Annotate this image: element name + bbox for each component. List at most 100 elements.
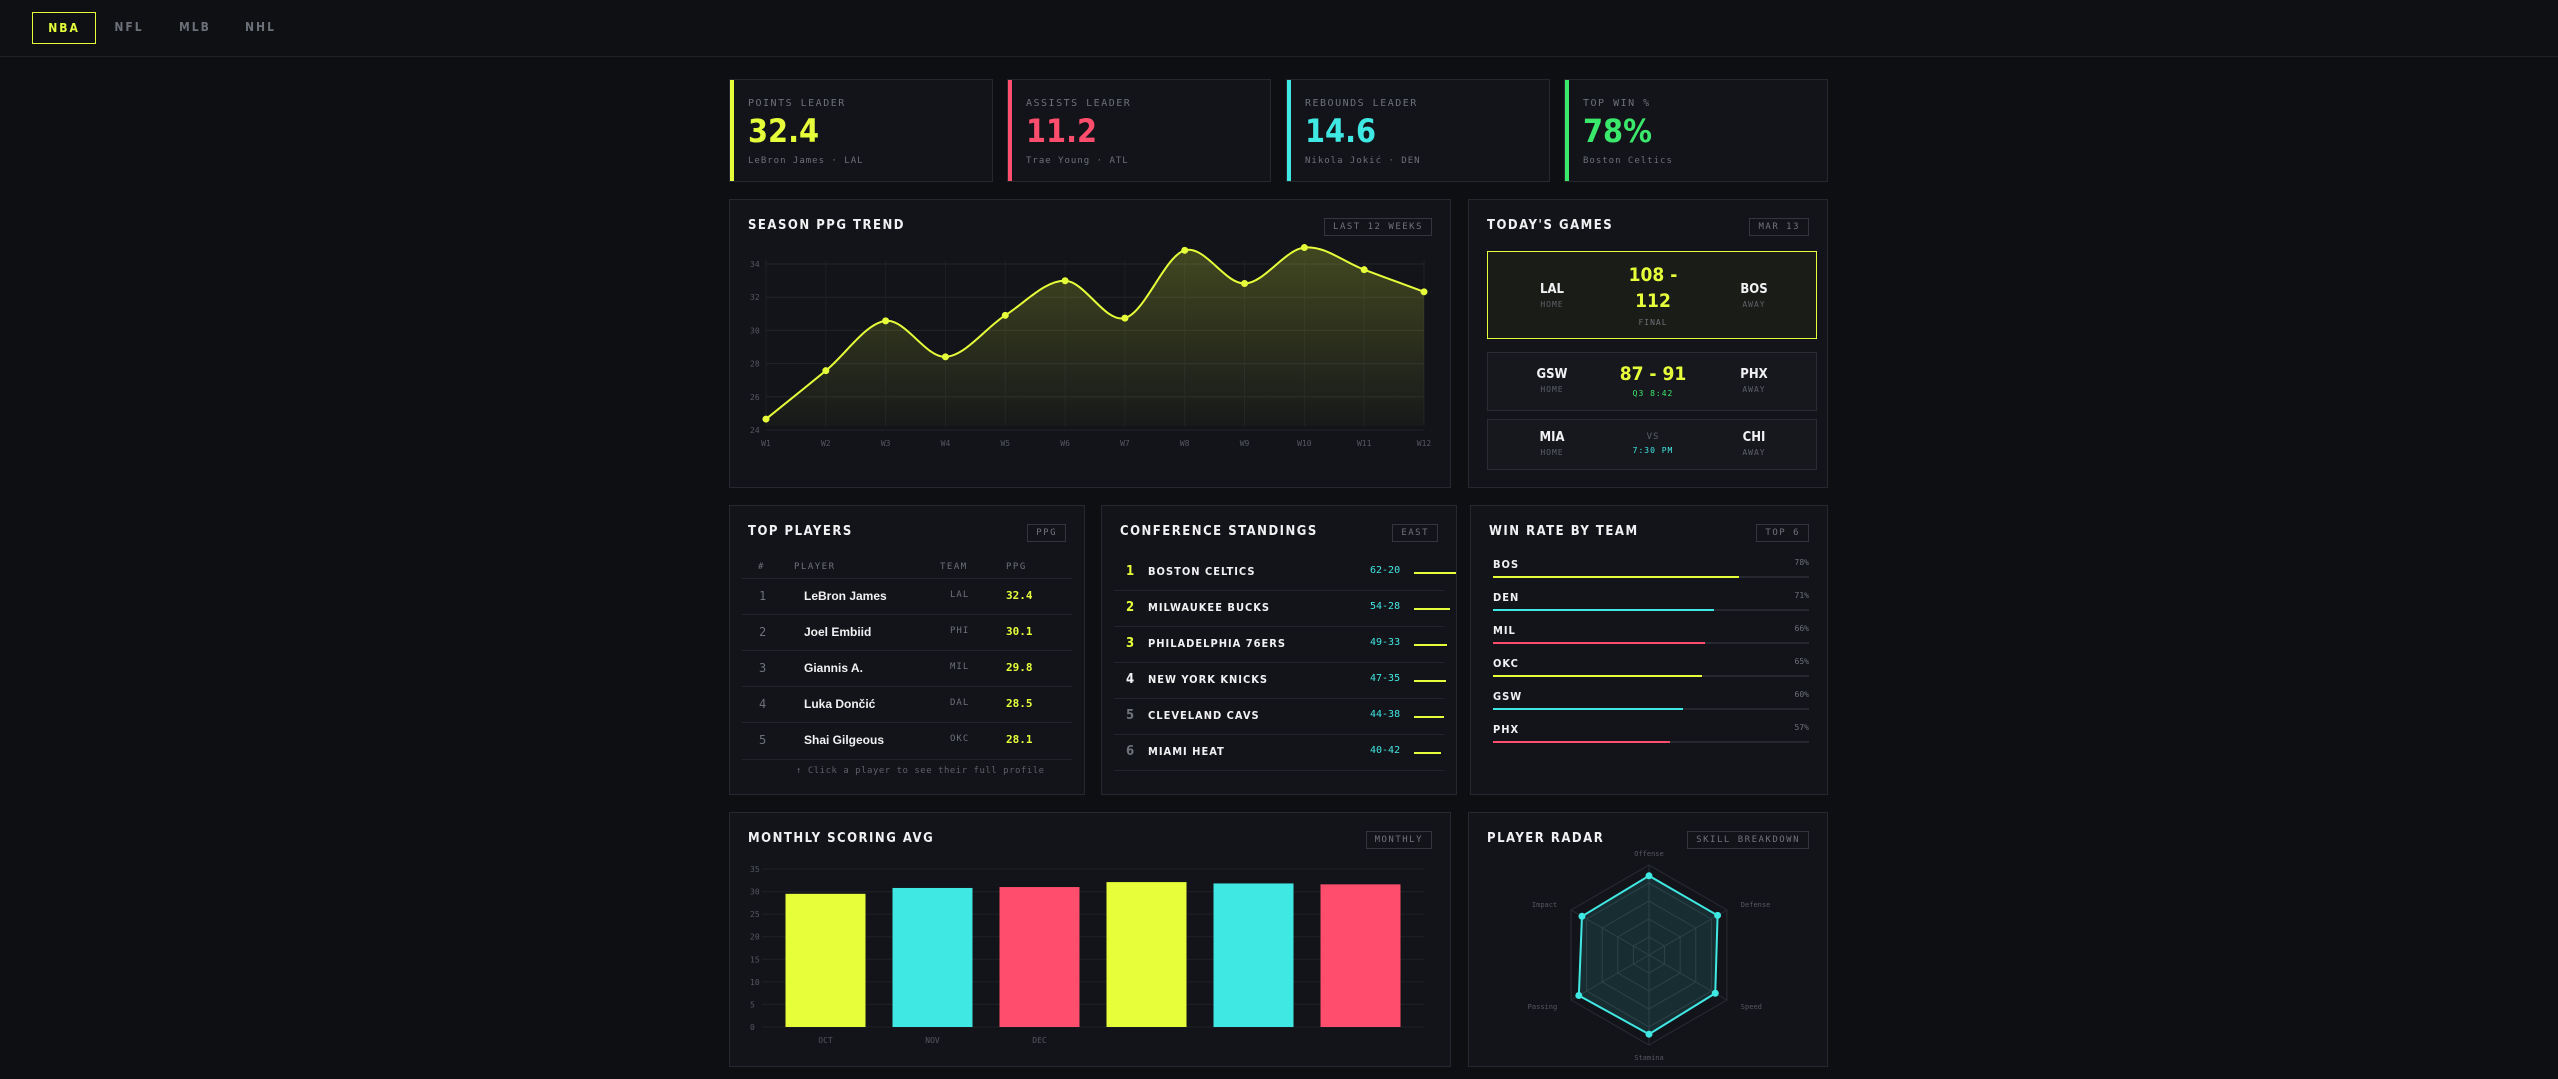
player-ppg: 32.4 [1006,589,1033,602]
game-card[interactable]: MIA HOME VS 7:30 PM CHI AWAY [1487,419,1817,470]
x-tick-label: DEC [1032,1036,1047,1045]
win-rate-row: MIL 66% [1493,624,1809,657]
standings-row[interactable]: 1 BOSTON CELTICS 62-20 [1114,554,1456,591]
standing-rank: 4 [1126,672,1135,687]
y-tick-label: 0 [750,1023,755,1032]
player-row[interactable]: 2 Joel Embiid PHI 30.1 [742,614,1072,651]
standings-row[interactable]: 3 PHILADELPHIA 76ERS 49-33 [1114,626,1447,663]
standing-rank: 1 [1126,564,1135,579]
player-row[interactable]: 1 LeBron James LAL 32.4 [742,578,1072,615]
player-row[interactable]: 3 Giannis A. MIL 29.8 [742,650,1072,687]
win-rate-track [1493,708,1809,710]
standing-record: 47-35 [1370,673,1401,684]
player-rank: 1 [759,589,767,603]
period-badge[interactable]: MONTHLY [1365,831,1432,849]
trend-point [1241,280,1249,288]
win-rate-row: OKC 65% [1493,657,1809,690]
radar-axis-label: Defense [1741,901,1771,909]
kpi-value: 11.2 [1026,112,1098,150]
win-rate-fill [1493,609,1715,611]
standing-bar [1414,716,1444,718]
kpi-label: REBOUNDS LEADER [1305,98,1418,109]
radar-axis-label: Speed [1741,1003,1762,1011]
kpi-sub: LeBron James · LAL [748,156,864,166]
standings-row[interactable]: 2 MILWAUKEE BUCKS 54-28 [1114,590,1450,627]
kpi-label: ASSISTS LEADER [1026,98,1132,109]
y-tick-label: 34 [750,260,760,269]
x-tick-label: OCT [818,1036,833,1045]
standing-team: NEW YORK KNICKS [1148,673,1269,686]
date-badge[interactable]: MAR 13 [1749,218,1809,236]
x-tick-label: W7 [1120,439,1130,448]
game-card[interactable]: GSW HOME 87 - 91 Q3 8:42 PHX AWAY [1487,352,1817,411]
y-tick-label: 30 [750,888,760,897]
win-rate-pct: 71% [1794,591,1809,600]
away-label: AWAY [1742,385,1766,394]
player-radar-chart: Offense Defense Speed Stamina Passing Impact [1528,850,1771,1062]
col-header-player: PLAYER [794,562,836,572]
kpi-label: TOP WIN % [1583,98,1651,109]
game-card[interactable]: LAL HOME 108 - 112 FINAL BOS AWAY [1487,251,1817,339]
standings-row[interactable]: 4 NEW YORK KNICKS 47-35 [1114,662,1446,699]
win-rate-track [1493,675,1809,677]
away-team: PHX [1740,367,1768,382]
away-label: AWAY [1742,300,1766,309]
home-label: HOME [1540,448,1564,457]
conference-badge[interactable]: EAST [1392,524,1438,542]
win-rate-team: BOS [1493,558,1520,571]
ppg-trend-panel: SEASON PPG TREND LAST 12 WEEKS 34 32 30 28 2… [729,199,1451,488]
kpi-label: POINTS LEADER [748,98,846,109]
radar-axis-label: Offense [1634,850,1664,858]
top-players-panel: TOP PLAYERS PPG # PLAYER TEAM PPG 1 LeBr… [729,505,1085,795]
radar-axis-label: Impact [1532,901,1557,909]
tab-nhl[interactable]: NHL [245,20,276,34]
player-rank: 2 [759,625,767,639]
game-score: 108 - 112 [1628,264,1678,312]
kpi-card-rebounds: REBOUNDS LEADER 14.6 Nikola Jokić · DEN [1286,79,1550,182]
skill-badge[interactable]: SKILL BREAKDOWN [1687,831,1809,849]
player-row[interactable]: 5 Shai Gilgeous OKC 28.1 [742,722,1072,760]
home-label: HOME [1540,300,1564,309]
radar-spoke [1570,954,1650,1001]
home-team: LAL [1540,282,1564,297]
standing-bar [1414,572,1456,574]
win-rate-fill [1493,675,1702,677]
kpi-card-points: POINTS LEADER 32.4 LeBron James · LAL [729,79,993,182]
trend-point [1001,311,1009,319]
col-header-team: TEAM [940,562,968,572]
win-rate-track [1493,741,1809,743]
tab-mlb[interactable]: MLB [179,20,211,34]
standings-row[interactable]: 6 MIAMI HEAT 40-42 [1114,734,1444,771]
away-label: AWAY [1742,448,1766,457]
radar-point [1714,911,1722,919]
standing-rank: 6 [1126,744,1135,759]
kpi-accent-bar [1565,80,1569,181]
standing-rank: 5 [1126,708,1135,723]
panel-title: MONTHLY SCORING AVG [748,831,935,846]
standings-row[interactable]: 5 CLEVELAND CAVS 44-38 [1114,698,1444,735]
kpi-sub: Boston Celtics [1583,156,1673,166]
win-rate-fill [1493,708,1683,710]
tab-nba[interactable]: NBA [32,12,96,44]
standing-rank: 2 [1126,600,1135,615]
home-label: HOME [1540,385,1564,394]
game-status: Q3 8:42 [1632,389,1674,398]
away-team: CHI [1742,430,1766,445]
standing-record: 40-42 [1370,745,1401,756]
win-rate-team: MIL [1493,624,1516,637]
y-tick-label: 30 [750,326,760,335]
win-rate-team: PHX [1493,723,1520,736]
win-rate-track [1493,609,1809,611]
top-badge[interactable]: TOP 6 [1756,524,1809,542]
player-row[interactable]: 4 Luka Dončić DAL 28.5 [742,686,1072,723]
standing-record: 44-38 [1370,709,1401,720]
player-name: Giannis A. [804,661,863,675]
panel-title: CONFERENCE STANDINGS [1120,524,1318,539]
stat-badge[interactable]: PPG [1027,524,1066,542]
range-badge[interactable]: LAST 12 WEEKS [1324,218,1432,236]
panel-title: SEASON PPG TREND [748,218,905,233]
tab-nfl[interactable]: NFL [114,20,144,34]
win-rate-pct: 78% [1794,558,1809,567]
player-ppg: 28.1 [1006,733,1033,746]
